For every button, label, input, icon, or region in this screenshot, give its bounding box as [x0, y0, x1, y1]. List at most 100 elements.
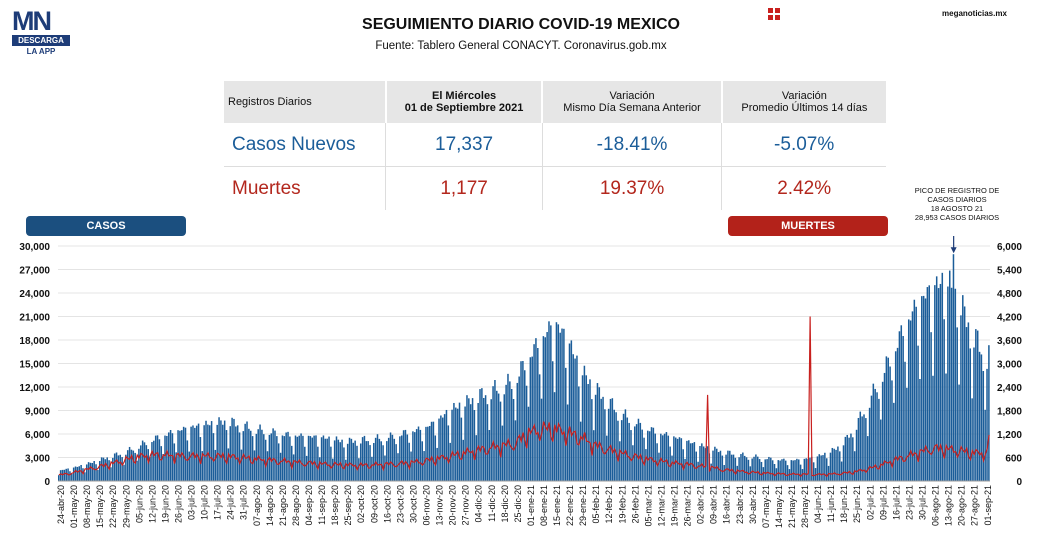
casos-bar	[352, 442, 355, 481]
var-avg-casos: -5.07%	[721, 123, 886, 167]
y-right-tick-label: 3,000	[997, 360, 1022, 371]
casos-bar	[600, 398, 602, 481]
casos-bar	[522, 361, 524, 481]
casos-bar	[440, 415, 442, 481]
casos-bar	[84, 472, 86, 481]
casos-bar	[307, 435, 310, 481]
x-tick-label: 01-sep-21	[983, 485, 993, 526]
casos-bar	[941, 272, 944, 481]
casos-bar	[445, 409, 448, 481]
x-tick-label: 01-may-20	[69, 485, 79, 528]
casos-bar	[535, 338, 537, 481]
casos-bar	[619, 441, 621, 481]
casos-bar	[279, 452, 282, 481]
casos-bar	[650, 427, 653, 481]
casos-bar	[712, 450, 714, 481]
x-tick-label: 25-dic-20	[513, 485, 523, 523]
casos-bar	[302, 435, 304, 481]
casos-bar	[978, 351, 981, 481]
casos-bar	[799, 464, 802, 481]
casos-bar	[404, 429, 407, 481]
casos-bar	[238, 432, 241, 481]
casos-bar	[702, 446, 705, 481]
casos-bar	[922, 295, 925, 481]
casos-bar	[738, 457, 740, 481]
x-tick-label: 26-jun-20	[173, 485, 183, 523]
casos-bar	[732, 454, 735, 481]
casos-bar	[628, 422, 630, 481]
casos-bar	[648, 431, 651, 481]
casos-bar	[263, 434, 265, 481]
casos-bar	[591, 399, 593, 481]
header-var-avg-line2: Promedio Últimos 14 días	[741, 102, 868, 114]
casos-bar	[453, 402, 455, 481]
casos-bar	[397, 453, 399, 481]
casos-bar	[973, 347, 975, 481]
x-tick-label: 07-may-21	[761, 485, 771, 528]
casos-bar	[911, 311, 914, 481]
casos-bar	[824, 452, 826, 481]
casos-bar	[658, 452, 660, 481]
casos-bar	[963, 306, 966, 481]
casos-bar	[126, 450, 129, 481]
x-tick-label: 15-ene-21	[552, 485, 562, 526]
casos-bar	[358, 458, 360, 481]
casos-bar	[313, 435, 315, 481]
casos-bar	[402, 430, 405, 481]
casos-bar	[730, 454, 733, 481]
casos-bar	[887, 357, 889, 481]
casos-bar	[950, 287, 953, 481]
casos-bar	[574, 358, 576, 481]
casos-bar	[689, 443, 692, 481]
casos-bar	[699, 446, 701, 481]
casos-bar	[292, 454, 295, 481]
casos-bar	[684, 458, 686, 481]
casos-bar	[518, 376, 520, 481]
casos-bar	[945, 373, 947, 481]
header-var-avg-line1: Variación	[781, 90, 827, 102]
summary-header-row: Registros Diarios El Miércoles 01 de Sep…	[224, 81, 886, 123]
casos-bar	[287, 431, 289, 481]
brand-logo[interactable]: MN DESCARGA LA APP	[12, 8, 70, 56]
legend-muertes: MUERTES	[728, 216, 888, 236]
casos-bar	[266, 451, 269, 481]
casos-bar	[868, 407, 871, 481]
casos-bar	[565, 367, 567, 481]
casos-bar	[277, 443, 280, 481]
y-left-tick-label: 9,000	[25, 407, 50, 418]
casos-bar	[166, 435, 168, 481]
casos-bar	[156, 435, 159, 481]
casos-bar	[604, 409, 606, 481]
x-tick-label: 26-feb-21	[630, 485, 640, 524]
casos-bar	[389, 432, 392, 481]
casos-bar	[100, 457, 103, 481]
casos-bar	[656, 443, 658, 481]
casos-bar	[967, 322, 970, 481]
y-left-tick-label: 27,000	[19, 266, 50, 277]
casos-bar	[667, 435, 670, 481]
casos-bar	[714, 446, 716, 481]
casos-bar	[58, 475, 60, 481]
casos-bar	[885, 356, 888, 481]
casos-bar	[771, 460, 774, 481]
casos-bar	[900, 325, 903, 481]
casos-bar	[803, 458, 806, 481]
casos-bar	[225, 430, 228, 481]
casos-bar	[578, 386, 580, 481]
casos-bar	[542, 336, 545, 481]
y-right-tick-label: 600	[1005, 454, 1022, 465]
grid-icon[interactable]	[768, 8, 780, 20]
site-name[interactable]: meganoticias.mx	[942, 9, 1007, 18]
casos-bar	[387, 437, 390, 481]
x-tick-label: 30-oct-20	[408, 485, 418, 523]
casos-bar	[932, 375, 934, 481]
y-right-tick-label: 5,400	[997, 266, 1022, 277]
x-tick-label: 28-may-21	[800, 485, 810, 528]
x-tick-label: 21-may-21	[787, 485, 797, 528]
x-tick-label: 26-mar-21	[683, 485, 693, 527]
casos-bar	[80, 464, 82, 481]
casos-bar	[576, 355, 578, 481]
casos-bar	[762, 467, 765, 481]
casos-bar	[559, 332, 561, 481]
x-tick-label: 17-jul-20	[213, 485, 223, 520]
